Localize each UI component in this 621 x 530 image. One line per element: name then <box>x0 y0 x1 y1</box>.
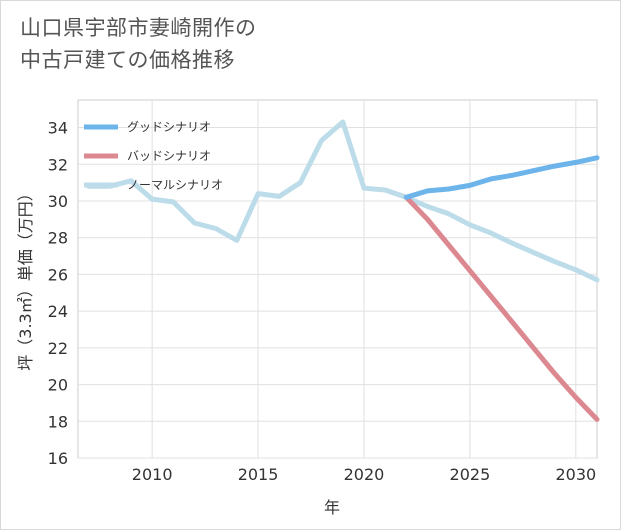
y-tick-label-28: 28 <box>48 229 68 248</box>
y-tick-label-32: 32 <box>48 155 68 174</box>
chart-title-line-1: 山口県宇部市妻崎開作の <box>20 16 257 40</box>
x-tick-label-2030: 2030 <box>555 465 596 484</box>
chart-title-line-2: 中古戸建ての価格推移 <box>20 48 235 72</box>
bad-scenario-line <box>403 194 600 422</box>
series-lines <box>86 119 600 422</box>
x-tick-label-2020: 2020 <box>344 465 385 484</box>
x-tick-label-2025: 2025 <box>450 465 491 484</box>
good-scenario-line <box>403 155 600 200</box>
x-tick-label-2010: 2010 <box>132 465 173 484</box>
y-tick-label-20: 20 <box>48 376 68 395</box>
plot-area <box>77 99 598 459</box>
y-tick-label-22: 22 <box>48 339 68 358</box>
legend-label-normal: ノーマルシナリオ <box>127 178 223 192</box>
y-tick-labels: 16 18 20 22 24 26 28 30 32 34 <box>48 119 68 468</box>
legend-label-good: グッドシナリオ <box>127 120 211 134</box>
y-tick-label-34: 34 <box>48 119 68 138</box>
y-tick-label-24: 24 <box>48 302 68 321</box>
y-tick-label-16: 16 <box>48 449 68 468</box>
grid-lines <box>78 100 597 459</box>
x-tick-label-2015: 2015 <box>238 465 279 484</box>
legend-label-bad: バッドシナリオ <box>127 149 211 163</box>
y-tick-label-30: 30 <box>48 192 68 211</box>
x-tick-labels: 2010 2015 2020 2025 2030 <box>132 465 596 484</box>
chart-title: 山口県宇部市妻崎開作の 中古戸建ての価格推移 <box>20 12 257 76</box>
normal-scenario-line <box>86 119 600 283</box>
y-axis-label: 坪（3.3㎡）単価（万円） <box>16 185 35 370</box>
y-tick-label-26: 26 <box>48 265 68 284</box>
x-axis-label: 年 <box>324 498 340 517</box>
y-tick-label-18: 18 <box>48 412 68 431</box>
